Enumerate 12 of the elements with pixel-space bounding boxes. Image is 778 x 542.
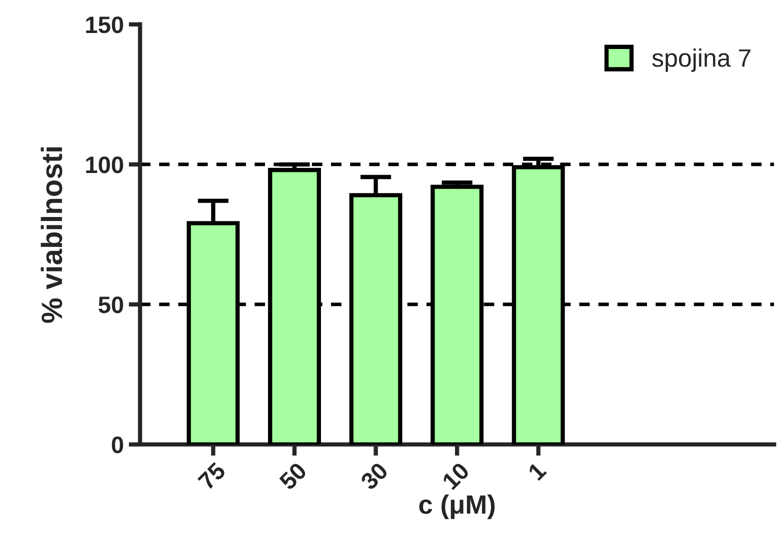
y-tick-label: 0 bbox=[112, 436, 124, 454]
x-tick-label: 10 bbox=[442, 462, 470, 490]
x-tick-label: 75 bbox=[197, 461, 227, 491]
x-tick-label: 50 bbox=[278, 462, 308, 491]
x-tick-label: 1 bbox=[528, 461, 547, 481]
y-tick-label: 50 bbox=[98, 296, 124, 314]
x-axis-title: c (μM) bbox=[419, 494, 495, 520]
legend-label: spojina 7 bbox=[652, 48, 750, 72]
x-tick-label: 30 bbox=[360, 462, 389, 491]
y-tick-label: 150 bbox=[86, 16, 124, 34]
y-tick-label: 100 bbox=[86, 156, 124, 174]
y-axis-title: % viabilnosti bbox=[40, 147, 62, 323]
